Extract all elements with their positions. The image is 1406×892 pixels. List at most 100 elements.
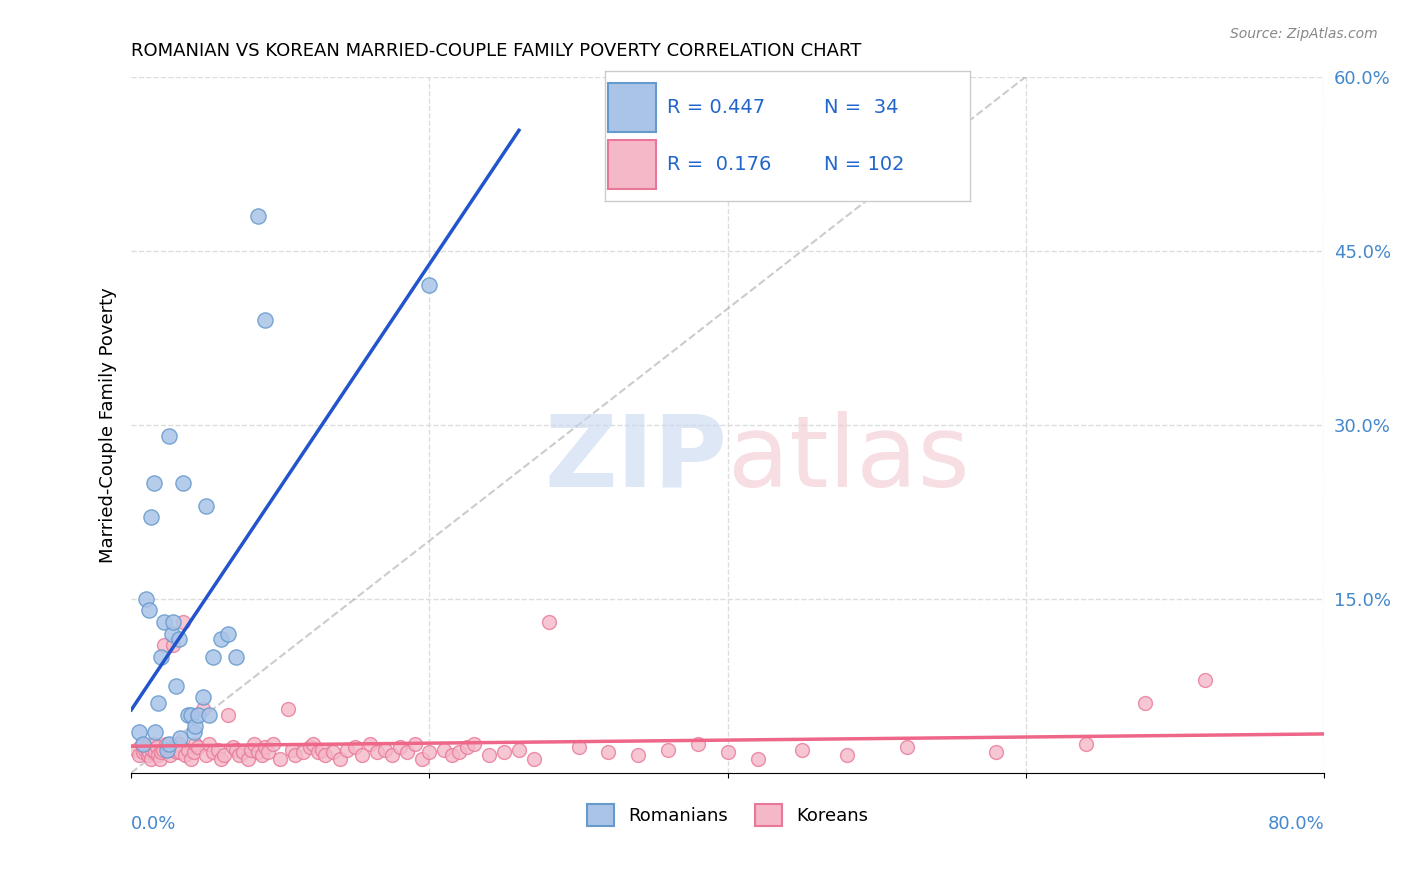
Point	[143, 725, 166, 739]
Y-axis label: Married-Couple Family Poverty: Married-Couple Family Poverty	[100, 287, 117, 563]
Point	[145, 740, 167, 755]
Point	[177, 742, 200, 756]
Point	[835, 748, 858, 763]
Point	[232, 745, 254, 759]
Point	[136, 748, 159, 763]
Point	[311, 742, 333, 756]
Point	[322, 745, 344, 759]
Point	[131, 737, 153, 751]
Text: R = 0.447: R = 0.447	[666, 98, 765, 117]
Point	[174, 748, 197, 763]
Point	[343, 740, 366, 755]
Point	[162, 638, 184, 652]
Point	[225, 649, 247, 664]
Point	[352, 748, 374, 763]
Point	[160, 742, 183, 756]
Point	[138, 745, 160, 759]
Point	[180, 707, 202, 722]
Point	[169, 745, 191, 759]
Point	[132, 745, 155, 759]
Point	[257, 745, 280, 759]
Point	[142, 737, 165, 751]
Point	[242, 737, 264, 751]
Point	[449, 745, 471, 759]
Point	[463, 737, 485, 751]
Point	[281, 742, 304, 756]
Point	[132, 737, 155, 751]
Point	[128, 725, 150, 739]
Point	[142, 475, 165, 490]
Point	[172, 475, 194, 490]
Point	[155, 737, 177, 751]
Point	[209, 632, 232, 647]
Point	[225, 742, 247, 756]
Legend: Romanians, Koreans: Romanians, Koreans	[579, 797, 876, 833]
Point	[792, 742, 814, 756]
Point	[134, 742, 156, 756]
Point	[627, 748, 650, 763]
Point	[167, 632, 190, 647]
Point	[404, 737, 426, 751]
Point	[747, 752, 769, 766]
Point	[307, 745, 329, 759]
Point	[184, 719, 207, 733]
Text: R =  0.176: R = 0.176	[666, 155, 770, 174]
Point	[180, 752, 202, 766]
Point	[239, 742, 262, 756]
Point	[366, 745, 388, 759]
Point	[359, 737, 381, 751]
Point	[657, 742, 679, 756]
Point	[156, 742, 179, 756]
Point	[169, 731, 191, 745]
Point	[202, 745, 225, 759]
Point	[139, 752, 162, 766]
Point	[191, 702, 214, 716]
Point	[146, 748, 169, 763]
Text: Source: ZipAtlas.com: Source: ZipAtlas.com	[1230, 27, 1378, 41]
Point	[302, 737, 325, 751]
Point	[165, 679, 187, 693]
Point	[207, 742, 229, 756]
Point	[187, 740, 209, 755]
Point	[217, 626, 239, 640]
Point	[508, 742, 530, 756]
Point	[418, 278, 440, 293]
Point	[388, 740, 411, 755]
Point	[194, 748, 217, 763]
Point	[299, 740, 322, 755]
Point	[456, 740, 478, 755]
Point	[202, 649, 225, 664]
Point	[135, 740, 157, 755]
Point	[984, 745, 1007, 759]
Point	[125, 742, 148, 756]
Point	[1194, 673, 1216, 687]
Point	[162, 615, 184, 629]
Text: 0.0%: 0.0%	[131, 814, 177, 832]
Point	[152, 742, 174, 756]
Point	[141, 742, 163, 756]
Point	[184, 737, 207, 751]
Point	[523, 752, 546, 766]
Point	[418, 745, 440, 759]
Point	[197, 707, 219, 722]
Point	[183, 745, 205, 759]
Point	[135, 591, 157, 606]
Point	[262, 737, 284, 751]
Point	[148, 752, 170, 766]
Point	[568, 740, 591, 755]
Point	[221, 740, 243, 755]
Point	[246, 745, 269, 759]
Point	[329, 752, 352, 766]
Point	[254, 740, 277, 755]
Point	[217, 707, 239, 722]
Point	[157, 429, 180, 443]
Point	[284, 748, 307, 763]
Point	[396, 745, 419, 759]
Point	[209, 752, 232, 766]
Point	[157, 737, 180, 751]
Point	[440, 748, 463, 763]
Point	[1135, 696, 1157, 710]
Point	[143, 745, 166, 759]
Point	[228, 748, 250, 763]
Point	[277, 702, 299, 716]
